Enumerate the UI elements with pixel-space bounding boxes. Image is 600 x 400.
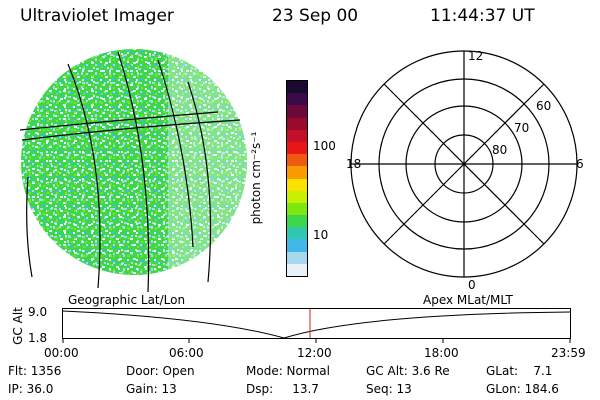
mlat-label-60: 60 (536, 99, 551, 113)
color-scale-bar (286, 80, 308, 277)
alt-ytick-top: 9.0 (28, 305, 48, 319)
colorbar-swatch (287, 93, 307, 106)
flight-info: Flt: 1356 (8, 364, 62, 378)
colorbar-swatch (287, 141, 307, 155)
colorbar-swatch (287, 105, 307, 118)
colorbar-tick-10: 10 (313, 228, 329, 242)
geographic-label: Geographic Lat/Lon (68, 293, 186, 307)
seq-info: Seq: 13 (366, 382, 412, 396)
colorbar-swatch (287, 227, 307, 240)
polar-mlt-plot: 12 18 6 0 60 70 80 (346, 49, 584, 292)
colorbar-swatch (287, 202, 307, 216)
glat-info: GLat: 7.1 (486, 364, 553, 378)
gc-alt-info: GC Alt: 3.6 Re (366, 364, 450, 378)
mlt-label-12: 12 (468, 49, 483, 63)
colorbar-swatch (287, 190, 307, 203)
alt-xtick-3: 18:00 (424, 346, 459, 360)
colorbar-swatch (287, 239, 307, 252)
glon-info: GLon: 184.6 (486, 382, 559, 396)
colorbar-swatch (287, 166, 307, 179)
alt-ytick-bottom: 1.8 (28, 331, 48, 345)
colorbar-unit-label: photon cm⁻²s⁻¹ (249, 131, 263, 225)
colorbar-swatch (287, 117, 307, 130)
colorbar-tick-100: 100 (313, 139, 336, 153)
colorbar-swatch (287, 154, 307, 167)
alt-xtick-1: 06:00 (169, 346, 204, 360)
mlt-label-0: 0 (468, 278, 476, 292)
alt-xtick-4: 23:59 (551, 346, 586, 360)
alt-ylabel: GC Alt (11, 307, 25, 345)
date-label: 23 Sep 00 (272, 6, 359, 26)
mlat-label-80: 80 (492, 143, 507, 157)
dsp-info: Dsp: 13.7 (246, 382, 319, 396)
alt-xtick-0: 00:00 (44, 346, 79, 360)
altitude-plot (62, 308, 571, 343)
alt-xtick-2: 12:00 (297, 346, 332, 360)
mlt-label-18: 18 (346, 157, 361, 171)
uv-image-disc (19, 49, 247, 292)
door-info: Door: Open (126, 364, 195, 378)
colorbar-swatch (287, 215, 307, 228)
mlat-label-70: 70 (514, 121, 529, 135)
colorbar-swatch (287, 178, 307, 191)
gain-info: Gain: 13 (126, 382, 177, 396)
colorbar-swatch (287, 129, 307, 142)
ip-info: IP: 36.0 (8, 382, 54, 396)
colorbar-swatch (287, 251, 307, 264)
colorbar-swatch (287, 81, 307, 94)
colorbar-swatch (287, 263, 307, 276)
mode-info: Mode: Normal (246, 364, 330, 378)
mlt-label-6: 6 (576, 157, 584, 171)
time-label: 11:44:37 UT (430, 6, 535, 26)
app-title: Ultraviolet Imager (20, 6, 174, 26)
apex-label: Apex MLat/MLT (423, 293, 513, 307)
